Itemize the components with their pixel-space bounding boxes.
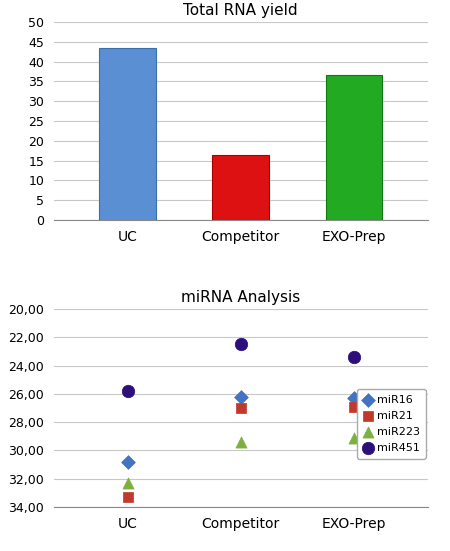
Title: miRNA Analysis: miRNA Analysis: [181, 290, 301, 305]
Legend: miR16, miR21, miR223, miR451: miR16, miR21, miR223, miR451: [357, 389, 426, 458]
miR451: [237, 340, 244, 349]
miR21: [351, 402, 358, 411]
Title: Total RNA yield: Total RNA yield: [184, 3, 298, 18]
miR451: [124, 387, 131, 396]
miR16: [124, 457, 131, 466]
miR16: [351, 393, 358, 402]
Bar: [99, 48, 156, 220]
miR223: [237, 437, 244, 446]
miR451: [351, 353, 358, 361]
miR21: [237, 403, 244, 412]
Y-axis label: CT Values: CT Values: [0, 377, 4, 439]
Bar: [212, 155, 269, 220]
Bar: [326, 75, 382, 220]
miR21: [124, 493, 131, 501]
miR16: [237, 392, 244, 401]
miR223: [124, 478, 131, 487]
miR223: [351, 433, 358, 442]
